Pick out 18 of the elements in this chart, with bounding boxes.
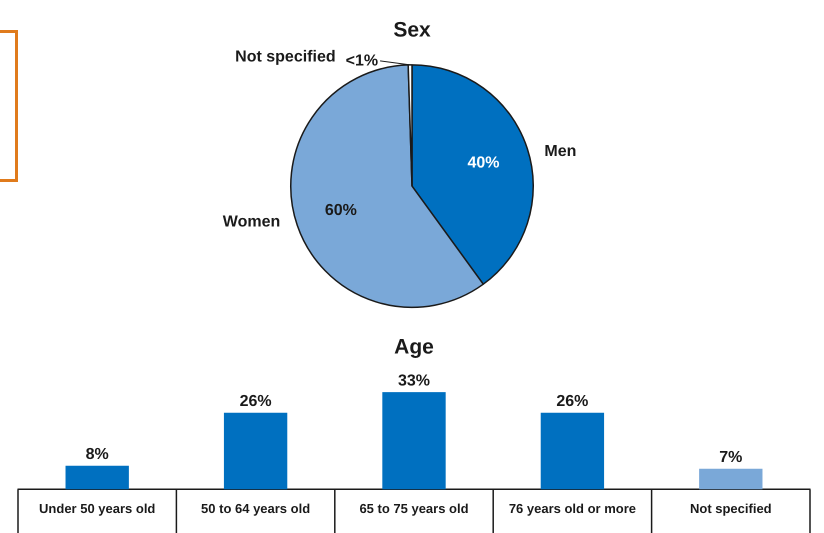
data-label: 26% bbox=[240, 393, 272, 410]
x-tick-label: Under 50 years old bbox=[39, 500, 156, 516]
data-label: <1% bbox=[346, 52, 378, 70]
slice-label: Not specified bbox=[235, 48, 336, 66]
x-tick-label: 76 years old or more bbox=[508, 500, 636, 516]
data-label: 40% bbox=[467, 154, 500, 172]
data-label: 7% bbox=[719, 449, 742, 466]
data-label: 26% bbox=[556, 393, 588, 410]
x-tick-label: Not specified bbox=[690, 500, 772, 516]
chart-title: Age bbox=[394, 335, 434, 358]
chart-title: Sex bbox=[393, 18, 431, 42]
x-tick-label: 50 to 64 years old bbox=[201, 500, 310, 516]
slice-label: Women bbox=[222, 214, 280, 231]
data-label: 8% bbox=[86, 446, 109, 464]
slice-label: Men bbox=[544, 143, 576, 160]
data-label: 33% bbox=[398, 372, 430, 390]
x-tick-label: 65 to 75 years old bbox=[359, 500, 469, 516]
data-label: 60% bbox=[324, 202, 357, 219]
